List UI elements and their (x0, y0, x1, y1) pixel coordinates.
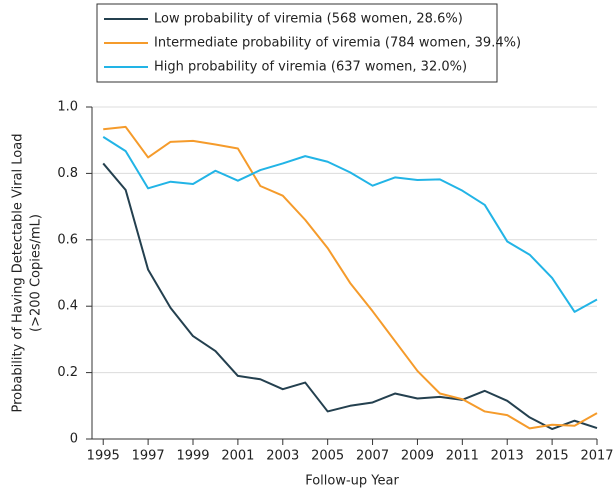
x-tick-label: 2009 (401, 449, 434, 464)
legend-label: Intermediate probability of viremia (784… (154, 36, 521, 51)
legend-label: Low probability of viremia (568 women, 2… (154, 12, 463, 27)
x-tick-label: 1999 (176, 449, 209, 464)
y-tick-label: 1.0 (57, 100, 78, 115)
y-tick-label: 0 (70, 432, 78, 447)
x-tick-label: 2003 (266, 449, 299, 464)
x-axis-label: Follow-up Year (305, 474, 399, 489)
x-tick-label: 2007 (356, 449, 389, 464)
series-line (102, 136, 598, 313)
series-line (103, 125, 598, 430)
x-tick-label: 1995 (87, 449, 120, 464)
y-tick-label: 0.6 (57, 232, 78, 247)
x-tick-label: 2001 (221, 449, 254, 464)
legend-box (96, 3, 498, 83)
legend-label: High probability of viremia (637 women, … (154, 60, 467, 75)
series-line (102, 162, 598, 431)
y-tick-label: 0.2 (57, 365, 78, 380)
y-tick-label: 0.8 (57, 166, 78, 181)
x-tick-label: 2017 (580, 449, 613, 464)
y-axis-label: Probability of Having Detectable Viral L… (11, 134, 26, 413)
y-tick-label: 0.4 (57, 299, 78, 314)
x-tick-label: 2013 (491, 449, 524, 464)
x-tick-label: 1997 (132, 449, 165, 464)
x-tick-label: 2011 (446, 449, 479, 464)
x-tick-label: 2005 (311, 449, 344, 464)
y-axis-label: (>200 Copies/mL) (29, 214, 44, 332)
x-tick-label: 2015 (536, 449, 569, 464)
